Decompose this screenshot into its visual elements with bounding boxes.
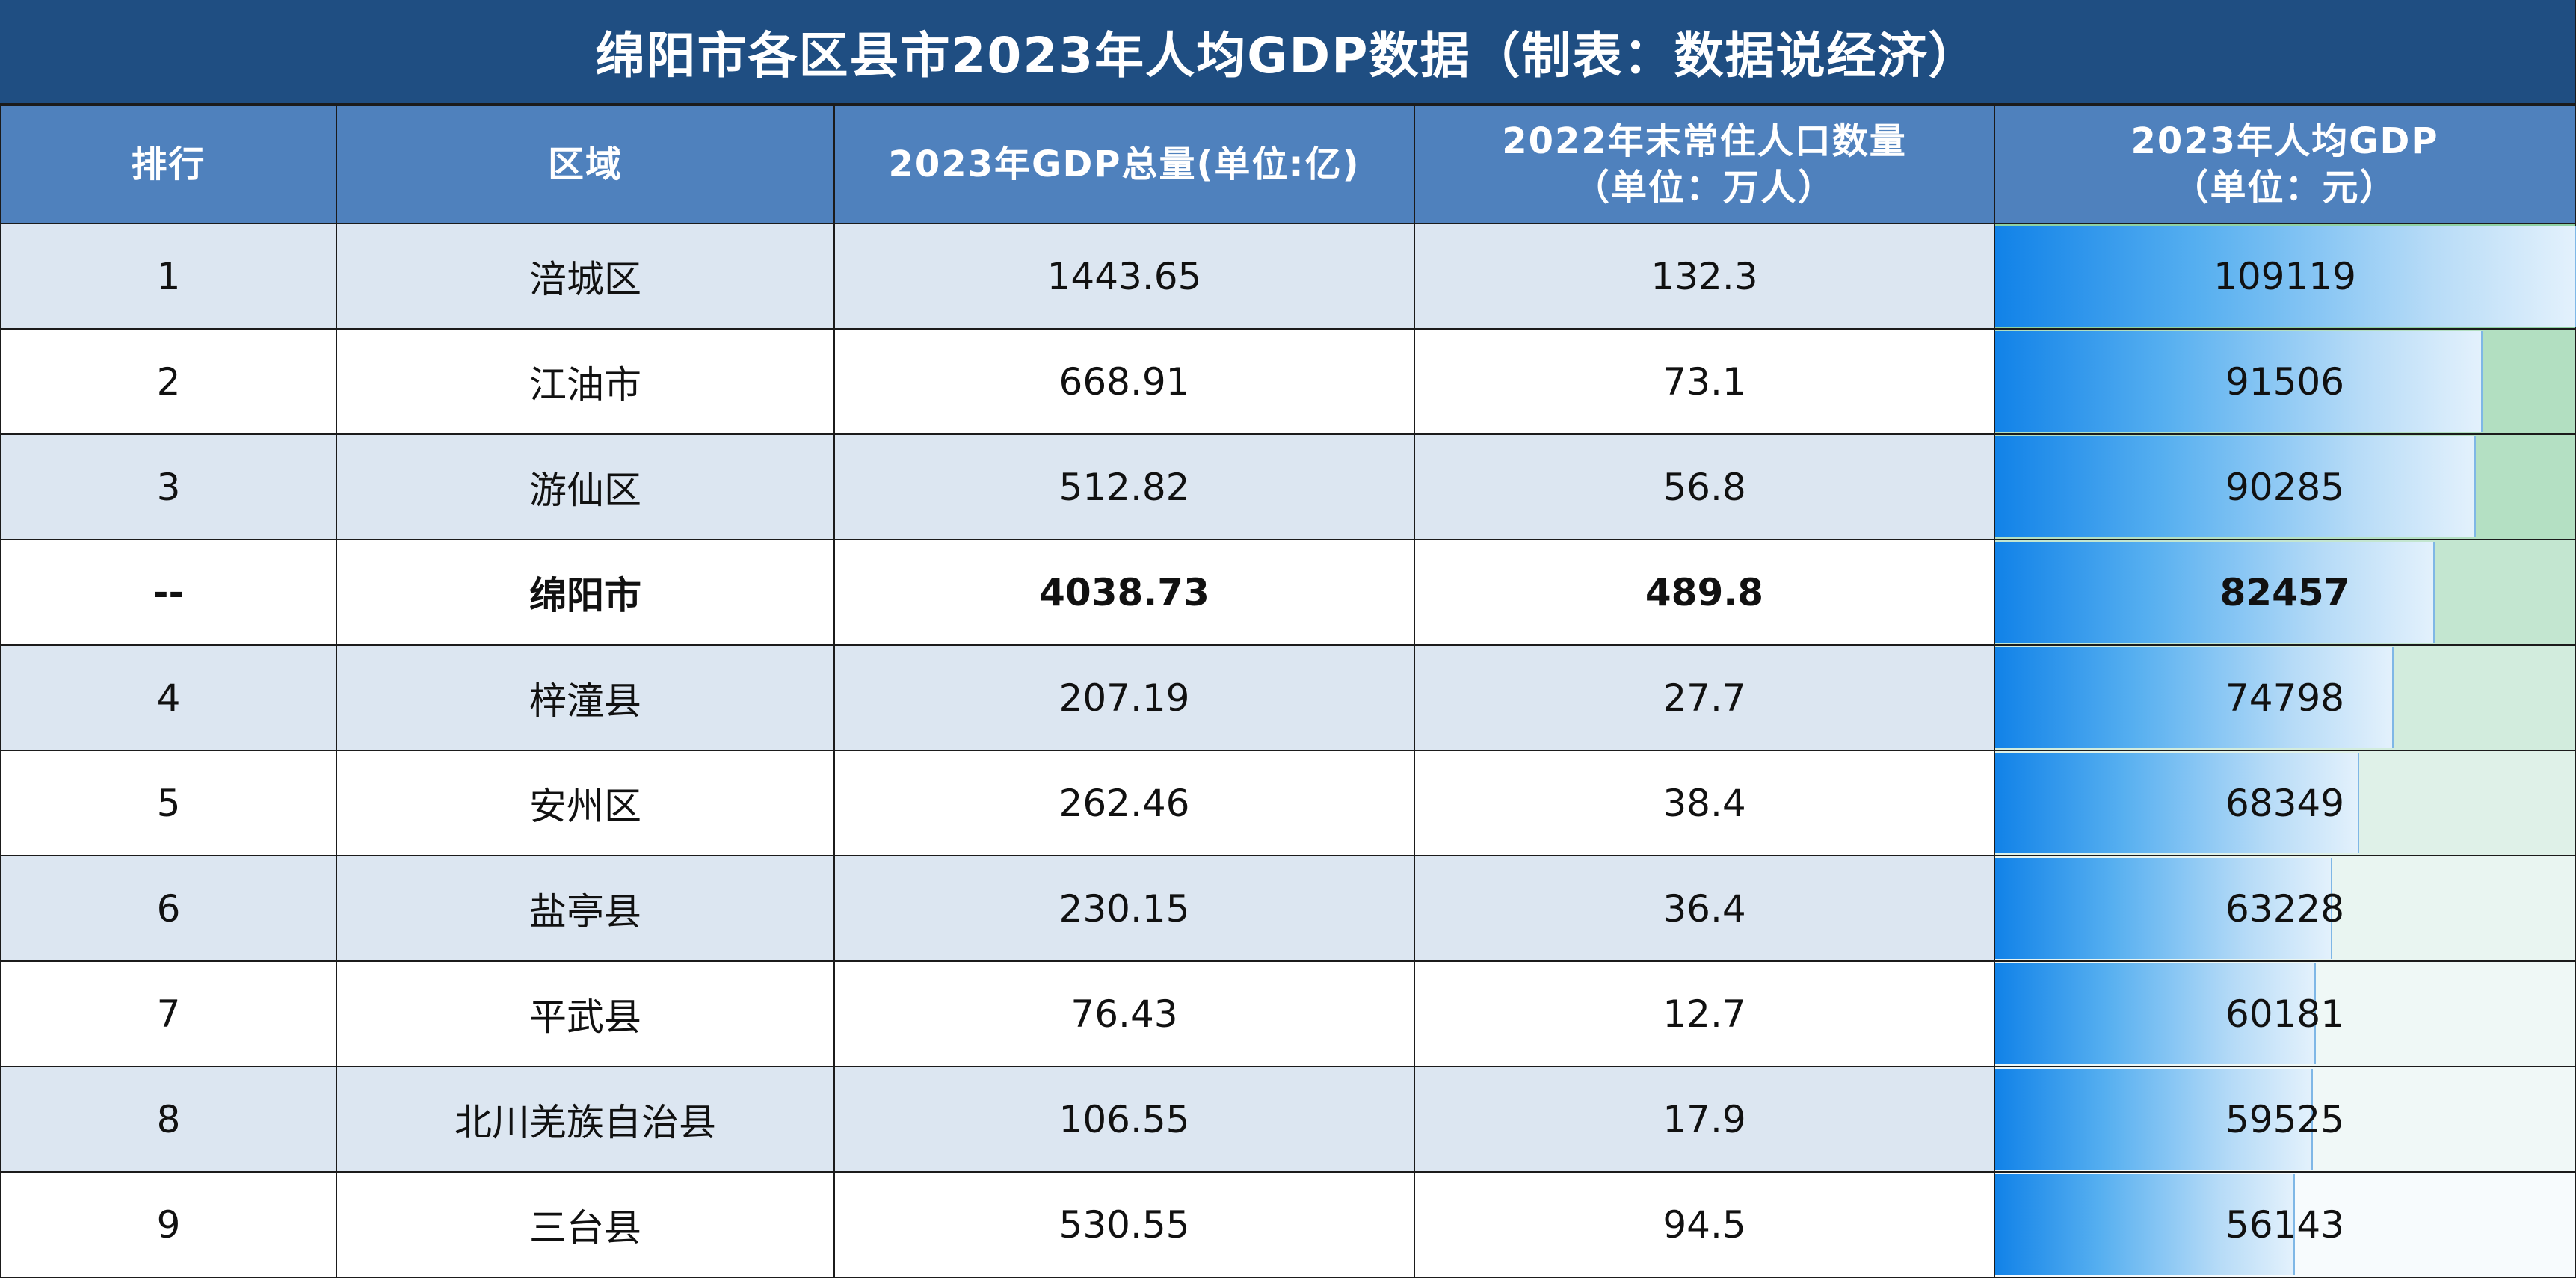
per-capita-data-bar bbox=[1995, 436, 2477, 537]
cell-population: 489.8 bbox=[1414, 539, 1995, 646]
cell-gdp: 76.43 bbox=[833, 960, 1415, 1067]
cell-rank: -- bbox=[0, 539, 337, 646]
cell-gdp: 262.46 bbox=[833, 750, 1415, 856]
cell-population: 27.7 bbox=[1414, 644, 1995, 751]
per-capita-value: 82457 bbox=[2219, 570, 2350, 614]
cell-rank: 6 bbox=[0, 855, 337, 962]
cell-population: 36.4 bbox=[1414, 855, 1995, 962]
cell-rank: 8 bbox=[0, 1066, 337, 1173]
header-rank: 排行 bbox=[0, 105, 337, 224]
cell-rank: 1 bbox=[0, 223, 337, 330]
cell-population: 56.8 bbox=[1414, 433, 1995, 540]
gdp-table: 排行 区域 2023年GDP总量(单位:亿) 2022年末常住人口数量 （单位：… bbox=[0, 105, 2576, 1278]
cell-rank: 4 bbox=[0, 644, 337, 751]
cell-per-capita-gdp: 90285 bbox=[1994, 433, 2576, 540]
table-row: 1 涪城区 1443.65 132.3 109119 bbox=[0, 223, 2576, 330]
per-capita-value: 60181 bbox=[2225, 992, 2345, 1036]
table-row: 6 盐亭县 230.15 36.4 63228 bbox=[0, 855, 2576, 962]
per-capita-value: 63228 bbox=[2225, 886, 2345, 930]
per-capita-data-bar bbox=[1995, 1174, 2295, 1275]
table-row: 8 北川羌族自治县 106.55 17.9 59525 bbox=[0, 1066, 2576, 1173]
header-region: 区域 bbox=[336, 105, 835, 224]
cell-population: 73.1 bbox=[1414, 328, 1995, 435]
cell-gdp: 106.55 bbox=[833, 1066, 1415, 1173]
cell-rank: 7 bbox=[0, 960, 337, 1067]
cell-per-capita-gdp: 59525 bbox=[1994, 1066, 2576, 1173]
per-capita-value: 59525 bbox=[2225, 1097, 2345, 1141]
cell-per-capita-gdp: 91506 bbox=[1994, 328, 2576, 435]
table-row: 5 安州区 262.46 38.4 68349 bbox=[0, 750, 2576, 856]
table-row: 7 平武县 76.43 12.7 60181 bbox=[0, 960, 2576, 1067]
header-row: 排行 区域 2023年GDP总量(单位:亿) 2022年末常住人口数量 （单位：… bbox=[0, 105, 2576, 224]
table-row: 3 游仙区 512.82 56.8 90285 bbox=[0, 433, 2576, 540]
per-capita-value: 68349 bbox=[2225, 781, 2345, 825]
cell-region: 三台县 bbox=[336, 1171, 835, 1278]
cell-per-capita-gdp: 60181 bbox=[1994, 960, 2576, 1067]
per-capita-data-bar bbox=[1995, 542, 2435, 643]
per-capita-data-bar bbox=[1995, 1069, 2313, 1170]
cell-region: 安州区 bbox=[336, 750, 835, 856]
per-capita-data-bar bbox=[1995, 963, 2317, 1064]
per-capita-value: 91506 bbox=[2225, 359, 2345, 404]
cell-rank: 2 bbox=[0, 328, 337, 435]
cell-region: 北川羌族自治县 bbox=[336, 1066, 835, 1173]
table-body: 1 涪城区 1443.65 132.3 109119 2 江油市 668.91 73.1 9150… bbox=[0, 223, 2576, 1278]
per-capita-data-bar bbox=[1995, 331, 2483, 432]
cell-rank: 9 bbox=[0, 1171, 337, 1278]
per-capita-data-bar bbox=[1995, 647, 2394, 748]
cell-per-capita-gdp: 74798 bbox=[1994, 644, 2576, 751]
header-per-capita-line2: （单位：元） bbox=[2172, 167, 2397, 209]
header-per-capita-line1: 2023年人均GDP bbox=[2130, 120, 2439, 162]
cell-per-capita-gdp: 82457 bbox=[1994, 539, 2576, 646]
per-capita-data-bar bbox=[1995, 753, 2360, 853]
cell-region: 游仙区 bbox=[336, 433, 835, 540]
header-population: 2022年末常住人口数量 （单位：万人） bbox=[1414, 105, 1995, 224]
cell-gdp: 1443.65 bbox=[833, 223, 1415, 330]
cell-gdp: 207.19 bbox=[833, 644, 1415, 751]
per-capita-data-bar bbox=[1995, 858, 2333, 959]
table-title: 绵阳市各区县市2023年人均GDP数据（制表：数据说经济） bbox=[0, 0, 2575, 105]
cell-population: 132.3 bbox=[1414, 223, 1995, 330]
cell-rank: 3 bbox=[0, 433, 337, 540]
cell-per-capita-gdp: 56143 bbox=[1994, 1171, 2576, 1278]
table-row: 2 江油市 668.91 73.1 91506 bbox=[0, 328, 2576, 435]
cell-population: 12.7 bbox=[1414, 960, 1995, 1067]
table-row: 9 三台县 530.55 94.5 56143 bbox=[0, 1171, 2576, 1278]
cell-region: 绵阳市 bbox=[336, 539, 835, 646]
cell-population: 17.9 bbox=[1414, 1066, 1995, 1173]
per-capita-value: 90285 bbox=[2225, 465, 2345, 509]
table-row: 4 梓潼县 207.19 27.7 74798 bbox=[0, 644, 2576, 751]
per-capita-value: 109119 bbox=[2213, 254, 2356, 298]
header-gdp: 2023年GDP总量(单位:亿) bbox=[833, 105, 1415, 224]
per-capita-value: 74798 bbox=[2225, 676, 2345, 720]
cell-per-capita-gdp: 109119 bbox=[1994, 223, 2576, 330]
per-capita-data-bar bbox=[1995, 226, 2576, 327]
cell-region: 平武县 bbox=[336, 960, 835, 1067]
cell-population: 94.5 bbox=[1414, 1171, 1995, 1278]
cell-per-capita-gdp: 68349 bbox=[1994, 750, 2576, 856]
cell-gdp: 4038.73 bbox=[833, 539, 1415, 646]
cell-gdp: 668.91 bbox=[833, 328, 1415, 435]
cell-rank: 5 bbox=[0, 750, 337, 856]
cell-region: 江油市 bbox=[336, 328, 835, 435]
cell-population: 38.4 bbox=[1414, 750, 1995, 856]
cell-region: 盐亭县 bbox=[336, 855, 835, 962]
cell-per-capita-gdp: 63228 bbox=[1994, 855, 2576, 962]
cell-region: 梓潼县 bbox=[336, 644, 835, 751]
cell-gdp: 512.82 bbox=[833, 433, 1415, 540]
per-capita-value: 56143 bbox=[2225, 1203, 2345, 1247]
table-row: -- 绵阳市 4038.73 489.8 82457 bbox=[0, 539, 2576, 646]
header-per-capita-gdp: 2023年人均GDP （单位：元） bbox=[1994, 105, 2576, 224]
cell-region: 涪城区 bbox=[336, 223, 835, 330]
cell-gdp: 530.55 bbox=[833, 1171, 1415, 1278]
header-population-line1: 2022年末常住人口数量 bbox=[1502, 120, 1907, 162]
header-population-line2: （单位：万人） bbox=[1573, 167, 1835, 209]
cell-gdp: 230.15 bbox=[833, 855, 1415, 962]
